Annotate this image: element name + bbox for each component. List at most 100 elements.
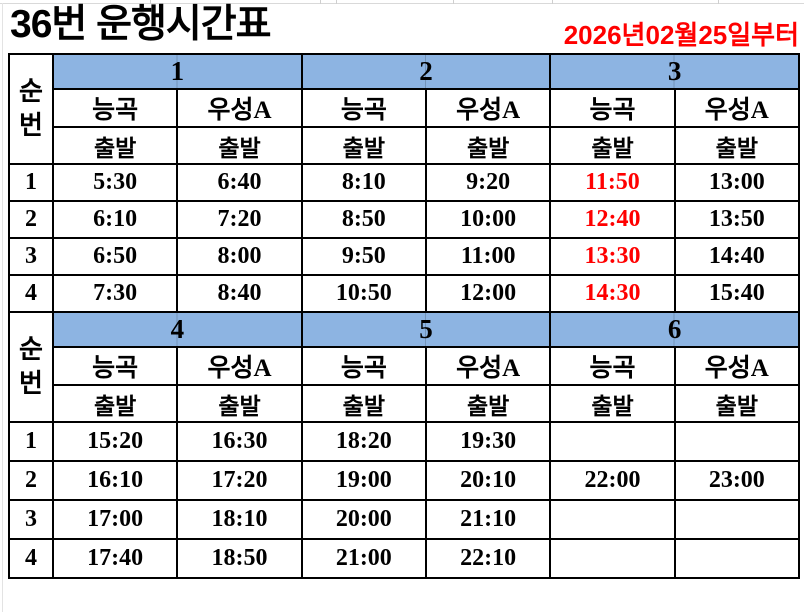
header-row-stations-2: 능곡 우성A 능곡 우성A 능곡 우성A (9, 346, 801, 386)
group-header-2: 2 (300, 53, 552, 90)
data-row: 2 16:10 17:20 19:00 20:10 22:00 23:00 (8, 460, 801, 501)
time-cell: 10:00 (424, 200, 552, 239)
data-row: 4 7:30 8:40 10:50 12:00 14:30 15:40 (8, 274, 801, 313)
depart-header-cell: 출발 (300, 126, 427, 165)
depart-header-cell: 출발 (51, 384, 179, 423)
time-cell: 13:00 (673, 163, 801, 202)
data-row: 2 6:10 7:20 8:50 10:00 12:40 13:50 (8, 200, 801, 239)
time-cell: 8:40 (176, 274, 303, 313)
time-cell-highlight: 12:40 (549, 200, 676, 239)
station-header-cell: 능곡 (549, 88, 676, 128)
time-cell: 22:00 (549, 460, 676, 501)
time-cell: 10:50 (300, 274, 427, 313)
data-row: 4 17:40 18:50 21:00 22:10 (8, 538, 801, 579)
header-row-groups-1: 순번 1 2 3 (8, 53, 800, 165)
seq-cell: 1 (8, 421, 54, 462)
time-cell: 8:00 (176, 237, 303, 276)
timetable: 순번 1 2 3 능곡 우성A 능곡 우성A 능곡 우성A 출발 출발 출발 출… (8, 53, 801, 579)
station-header-cell: 우성A (673, 346, 801, 386)
data-row: 3 17:00 18:10 20:00 21:10 (8, 499, 801, 540)
time-cell: 20:10 (424, 460, 552, 501)
time-cell: 5:30 (51, 163, 179, 202)
time-cell: 7:30 (51, 274, 179, 313)
station-header-cell: 능곡 (300, 346, 427, 386)
time-cell-empty (673, 499, 801, 540)
time-cell: 19:00 (300, 460, 427, 501)
sheet-gridline-stub (336, 0, 337, 4)
sheet-gridline-stub (320, 0, 321, 4)
time-cell: 23:00 (673, 460, 801, 501)
time-cell: 17:20 (176, 460, 303, 501)
time-cell: 18:50 (176, 538, 303, 579)
sheet-gridline-stub (453, 0, 454, 4)
group-header-1: 1 (52, 53, 303, 90)
time-cell: 18:10 (176, 499, 303, 540)
time-cell: 21:00 (300, 538, 427, 579)
time-cell: 14:40 (673, 237, 801, 276)
time-cell: 13:50 (673, 200, 801, 239)
time-cell: 17:00 (51, 499, 179, 540)
data-row: 1 5:30 6:40 8:10 9:20 11:50 13:00 (8, 163, 801, 202)
group-header-5: 5 (300, 311, 552, 348)
header-row-groups-2: 순번 4 5 6 (8, 311, 800, 423)
time-cell: 18:20 (300, 421, 427, 462)
data-row: 1 15:20 16:30 18:20 19:30 (8, 421, 801, 462)
time-cell: 8:50 (300, 200, 427, 239)
data-row: 3 6:50 8:00 9:50 11:00 13:30 14:40 (8, 237, 801, 276)
sheet-gridline-stub (718, 0, 719, 4)
time-cell: 15:40 (673, 274, 801, 313)
group-header-4: 4 (52, 311, 303, 348)
station-header-cell: 우성A (424, 346, 552, 386)
station-header-cell: 능곡 (51, 346, 179, 386)
time-cell-empty (549, 421, 676, 462)
seq-cell: 2 (8, 460, 54, 501)
time-cell: 22:10 (424, 538, 552, 579)
time-cell-highlight: 13:30 (549, 237, 676, 276)
time-cell: 16:10 (51, 460, 179, 501)
time-cell-empty (673, 538, 801, 579)
depart-header-cell: 출발 (51, 126, 179, 165)
time-cell: 11:00 (424, 237, 552, 276)
time-cell-empty (549, 538, 676, 579)
seq-cell: 1 (8, 163, 54, 202)
time-cell: 7:20 (176, 200, 303, 239)
time-cell-empty (549, 499, 676, 540)
time-cell: 17:40 (51, 538, 179, 579)
header-row-stations-1: 능곡 우성A 능곡 우성A 능곡 우성A (9, 88, 801, 128)
effective-date: 2026년02월25일부터 (563, 20, 799, 50)
seq-cell: 3 (8, 237, 54, 276)
sheet-gridline-stub (552, 0, 553, 4)
depart-header-cell: 출발 (673, 126, 801, 165)
time-cell: 19:30 (424, 421, 552, 462)
time-cell: 6:10 (51, 200, 179, 239)
depart-header-cell: 출발 (549, 126, 676, 165)
seq-cell: 4 (8, 274, 54, 313)
group-header-3: 3 (549, 53, 800, 90)
depart-header-cell: 출발 (424, 384, 552, 423)
time-cell-empty (673, 421, 801, 462)
header-row-depart-1: 출발 출발 출발 출발 출발 출발 (9, 126, 801, 165)
time-cell: 9:20 (424, 163, 552, 202)
station-header-cell: 능곡 (51, 88, 179, 128)
time-cell: 21:10 (424, 499, 552, 540)
station-header-cell: 우성A (673, 88, 801, 128)
time-cell: 16:30 (176, 421, 303, 462)
timetable-title: 36번 운행시간표 (10, 3, 271, 46)
sheet-gridline-horizontal (0, 3, 804, 4)
station-header-cell: 우성A (176, 346, 303, 386)
depart-header-cell: 출발 (673, 384, 801, 423)
station-header-cell: 능곡 (300, 88, 427, 128)
group-header-6: 6 (549, 311, 800, 348)
depart-header-cell: 출발 (300, 384, 427, 423)
seq-cell: 3 (8, 499, 54, 540)
time-cell: 6:40 (176, 163, 303, 202)
depart-header-cell: 출발 (176, 384, 303, 423)
depart-header-cell: 출발 (176, 126, 303, 165)
station-header-cell: 능곡 (549, 346, 676, 386)
sheet-gridline-vertical (2, 3, 3, 612)
seq-cell: 4 (8, 538, 54, 579)
depart-header-cell: 출발 (424, 126, 552, 165)
time-cell: 9:50 (300, 237, 427, 276)
seq-header-cell: 순번 (8, 53, 54, 165)
time-cell: 6:50 (51, 237, 179, 276)
